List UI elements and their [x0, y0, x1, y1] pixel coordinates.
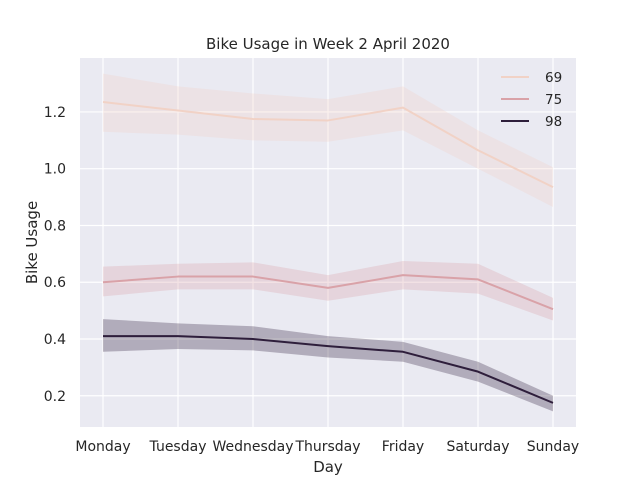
- x-tick-label: Sunday: [527, 439, 579, 455]
- x-tick-label: Wednesday: [212, 439, 293, 455]
- y-axis-label: Bike Usage: [23, 201, 41, 284]
- legend: 69 75 98: [501, 70, 562, 130]
- y-tick-label: 1.2: [44, 105, 66, 121]
- x-axis-label: Day: [313, 458, 343, 476]
- x-tick-label: Tuesday: [149, 439, 207, 455]
- legend-label: 69: [545, 70, 562, 86]
- x-tick-label: Friday: [382, 439, 424, 455]
- series-line-98: [103, 335, 554, 404]
- x-tick-label: Saturday: [446, 439, 509, 455]
- x-tick-label: Monday: [75, 439, 130, 455]
- y-tick-label: 0.6: [44, 275, 66, 291]
- legend-label: 75: [545, 92, 562, 108]
- y-tick-label: 0.2: [44, 389, 66, 405]
- series-line-75: [102, 274, 554, 311]
- y-tick-label: 1.0: [44, 162, 66, 178]
- x-tick-labels: Monday Tuesday Wednesday Thursday Friday Satu…: [75, 439, 579, 455]
- series-lines: [102, 101, 554, 404]
- y-tick-label: 0.4: [44, 332, 66, 348]
- x-tick-label: Thursday: [294, 439, 360, 455]
- chart-title: Bike Usage in Week 2 April 2020: [206, 35, 450, 53]
- confidence-band-69: [103, 73, 553, 208]
- series-line-69: [102, 101, 554, 189]
- legend-label: 98: [545, 114, 562, 130]
- y-tick-labels: 0.2 0.4 0.6 0.8 1.0 1.2: [44, 105, 66, 405]
- confidence-band-98: [103, 319, 553, 412]
- y-tick-label: 0.8: [44, 218, 66, 234]
